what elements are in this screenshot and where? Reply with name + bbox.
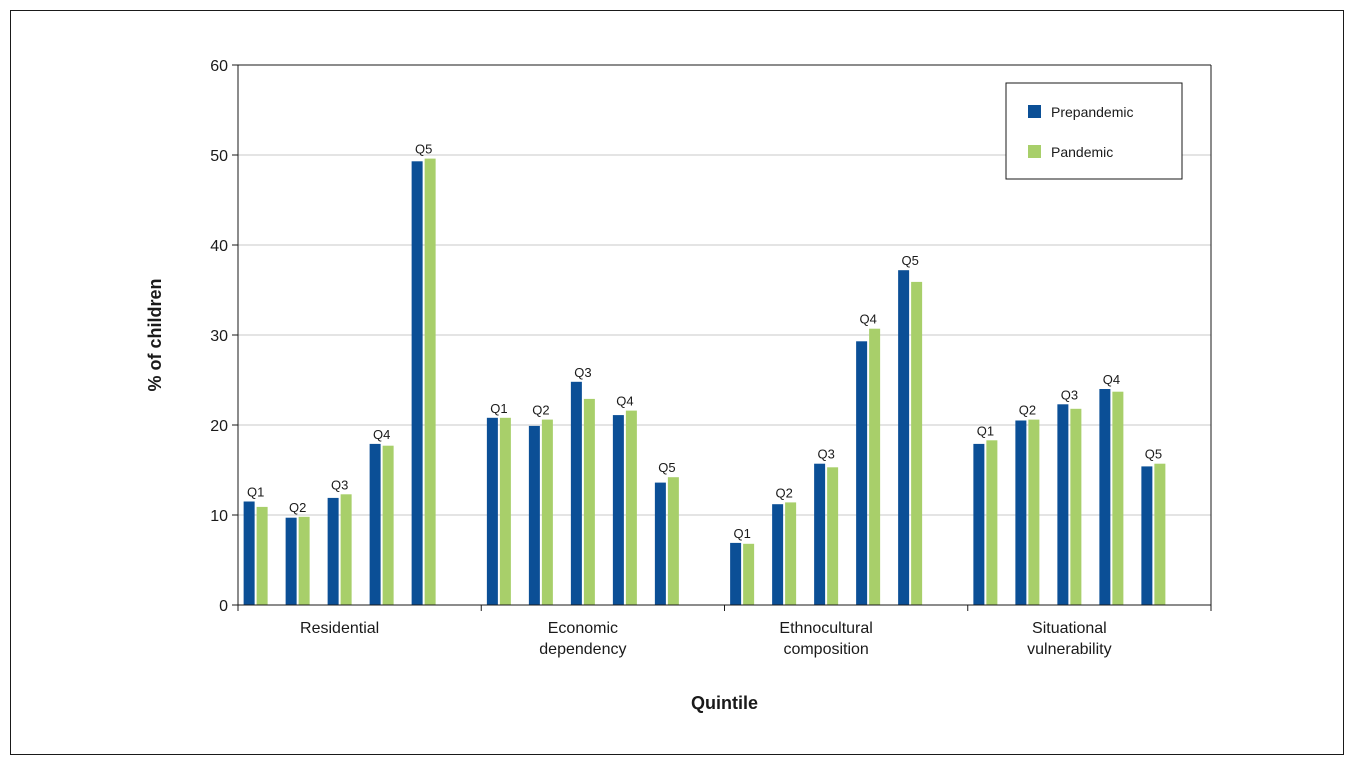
quintile-label: Q2 [532, 403, 549, 418]
y-tick-label: 0 [219, 598, 228, 615]
bar-prepandemic [1099, 389, 1111, 605]
y-tick-labels: 0 10 20 30 40 50 60 [210, 58, 228, 615]
y-tick-label: 50 [210, 148, 228, 165]
quintile-label: Q1 [247, 485, 264, 500]
bar-pandemic [911, 281, 923, 605]
bar-prepandemic [528, 425, 540, 605]
x-group-label-line: Ethnocultural [779, 620, 872, 637]
bar-prepandemic [1141, 466, 1153, 605]
x-group-label-line: Residential [300, 620, 379, 637]
bar-prepandemic [285, 517, 297, 605]
bar-prepandemic [327, 497, 339, 605]
bar-prepandemic [654, 482, 666, 605]
quintile-label: Q1 [977, 423, 994, 438]
bar-prepandemic [856, 341, 868, 605]
y-tick-label: 30 [210, 328, 228, 345]
bars [243, 158, 1166, 606]
quintile-label: Q3 [331, 477, 348, 492]
quintile-label: Q2 [775, 485, 792, 500]
quintile-label: Q2 [289, 500, 306, 515]
quintile-label: Q4 [616, 394, 633, 409]
quintile-label: Q5 [658, 460, 675, 475]
bar-pandemic [424, 158, 436, 605]
bar-pandemic [583, 398, 595, 605]
bar-pandemic [827, 467, 839, 605]
x-group-label: Residential [300, 620, 379, 637]
legend: Prepandemic Pandemic [1005, 82, 1183, 180]
legend-swatch-prepandemic [1028, 105, 1041, 118]
bar-prepandemic [243, 501, 255, 605]
bar-prepandemic [369, 443, 381, 605]
bar-pandemic [298, 516, 310, 605]
x-axis-title: Quintile [691, 693, 758, 713]
bar-prepandemic [772, 504, 784, 605]
legend-label-prepandemic: Prepandemic [1051, 104, 1134, 120]
quintile-label: Q3 [574, 365, 591, 380]
quintile-label: Q4 [1103, 372, 1120, 387]
legend-box [1005, 82, 1183, 180]
bar-prepandemic [1015, 420, 1027, 605]
bar-pandemic [1112, 391, 1124, 605]
quintile-label: Q1 [733, 526, 750, 541]
bar-pandemic [340, 494, 352, 605]
bar-pandemic [1070, 408, 1082, 605]
bar-prepandemic [814, 463, 826, 605]
y-tick-label: 40 [210, 238, 228, 255]
y-tick-label: 10 [210, 508, 228, 525]
bar-prepandemic [898, 270, 910, 605]
bar-pandemic [1154, 463, 1166, 605]
x-group-label-line: Situational [1032, 620, 1107, 637]
y-tick-label: 20 [210, 418, 228, 435]
bar-prepandemic [730, 542, 742, 605]
bar-pandemic [382, 445, 394, 605]
x-group-label: Situational vulnerability [1027, 620, 1111, 658]
quintile-label: Q5 [901, 253, 918, 268]
bar-pandemic [667, 477, 679, 605]
axes [232, 64, 1212, 611]
y-tick-label: 60 [210, 58, 228, 75]
x-group-label: Ethnocultural composition [779, 620, 872, 658]
bar-pandemic [1028, 419, 1040, 605]
bar-pandemic [541, 419, 553, 605]
x-group-label: Economic dependency [539, 620, 626, 658]
quintile-label: Q1 [490, 401, 507, 416]
bar-prepandemic [411, 161, 423, 606]
quintile-label: Q5 [1145, 447, 1162, 462]
bar-pandemic [625, 410, 637, 605]
bar-pandemic [986, 440, 998, 605]
quintile-label: Q2 [1019, 403, 1036, 418]
bar-pandemic [869, 328, 881, 605]
x-group-label-line: vulnerability [1027, 641, 1111, 658]
quintile-label: Q4 [373, 427, 390, 442]
grouped-bar-chart: Q1 Q2 Q3 Q4 Q5 Q1 Q2 Q3 Q4 Q5 Q1 Q2 Q3 Q4 Q5 Q1 Q2 Q3 Q4 Q5… [145, 58, 1212, 713]
x-group-label-line: Economic [548, 620, 618, 637]
chart-frame: Q1 Q2 Q3 Q4 Q5 Q1 Q2 Q3 Q4 Q5 Q1 Q2 Q3 Q4 Q5 Q1 Q2 Q3 Q4 Q5… [10, 10, 1344, 755]
bar-prepandemic [1057, 404, 1069, 605]
bar-prepandemic [612, 415, 624, 605]
bar-prepandemic [570, 381, 582, 605]
legend-swatch-pandemic [1028, 145, 1041, 158]
x-group-label-line: dependency [539, 641, 626, 658]
y-axis-title: % of children [145, 278, 165, 391]
bar-pandemic [785, 502, 797, 605]
quintile-label: Q3 [817, 447, 834, 462]
x-group-labels: Residential Economic dependency Ethnocultur… [300, 620, 1112, 658]
quintile-labels: Q1 Q2 Q3 Q4 Q5 Q1 Q2 Q3 Q4 Q5 Q1 Q2 Q3 Q4 Q5 Q1 Q2 Q3 Q4 Q5 [247, 142, 1162, 541]
bar-pandemic [256, 506, 268, 605]
bar-pandemic [743, 543, 755, 605]
legend-label-pandemic: Pandemic [1051, 144, 1113, 160]
x-group-label-line: composition [783, 641, 868, 658]
bar-prepandemic [973, 443, 985, 605]
bar-pandemic [499, 417, 511, 605]
quintile-label: Q4 [859, 312, 876, 327]
quintile-label: Q3 [1061, 387, 1078, 402]
bar-prepandemic [486, 417, 498, 605]
quintile-label: Q5 [415, 142, 432, 157]
